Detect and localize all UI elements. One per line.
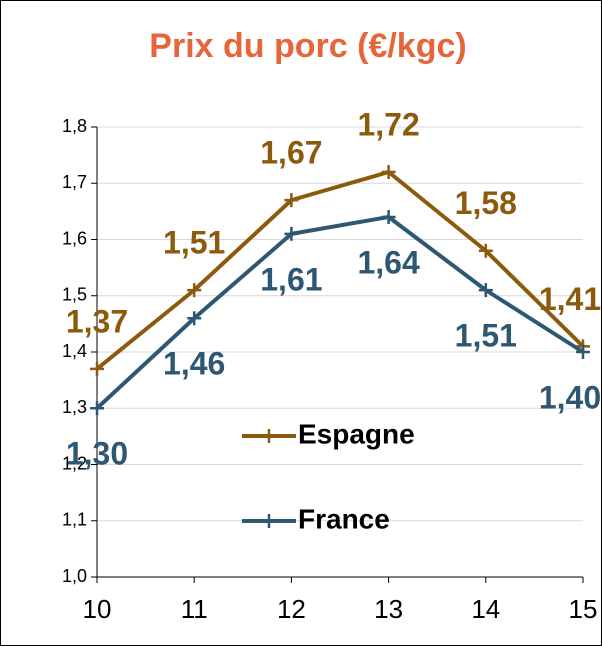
data-label: 1,40 [539,379,601,415]
y-tick-label: 1,2 [62,453,87,473]
point-marker [381,210,396,224]
point-marker [284,226,299,241]
x-tick-label: 13 [374,594,403,624]
y-tick-label: 1,5 [62,285,87,305]
data-label: 1,46 [163,346,225,382]
x-tick-label: 15 [569,594,598,624]
data-label: 1,58 [455,185,517,221]
x-tick-label: 10 [83,594,112,624]
legend-label: France [298,503,390,534]
data-label: 1,51 [455,318,517,354]
point-marker [187,311,202,326]
point-marker [576,345,590,359]
point-marker [90,361,104,376]
data-label: 1,64 [357,244,419,280]
point-marker [284,193,299,208]
y-tick-label: 1,6 [62,228,87,248]
legend-marker [262,514,276,528]
data-label: 1,41 [539,281,601,317]
point-marker [187,283,202,298]
point-marker [478,283,493,298]
y-tick-label: 1,8 [62,116,87,136]
x-tick-label: 14 [471,594,500,624]
x-tick-label: 11 [181,594,208,624]
point-marker [381,165,396,179]
chart-title: Prix du porc (€/kgc) [149,27,466,65]
data-label: 1,61 [260,261,322,297]
y-tick-label: 1,0 [62,566,87,586]
series-line [95,170,585,371]
legend-marker [262,429,276,443]
point-marker [478,243,493,258]
data-label: 1,72 [357,106,419,142]
data-label: 1,67 [260,135,322,171]
legend-label: Espagne [298,418,415,449]
y-tick-label: 1,1 [62,510,87,530]
series-line [95,215,585,410]
y-tick-label: 1,4 [62,341,87,361]
y-tick-label: 1,3 [62,397,87,417]
data-label: 1,51 [163,225,225,261]
data-label: 1,37 [66,303,128,339]
data-label: 1,30 [66,436,128,472]
point-marker [90,401,104,416]
y-tick-label: 1,7 [62,172,87,192]
x-tick-label: 12 [277,594,306,624]
